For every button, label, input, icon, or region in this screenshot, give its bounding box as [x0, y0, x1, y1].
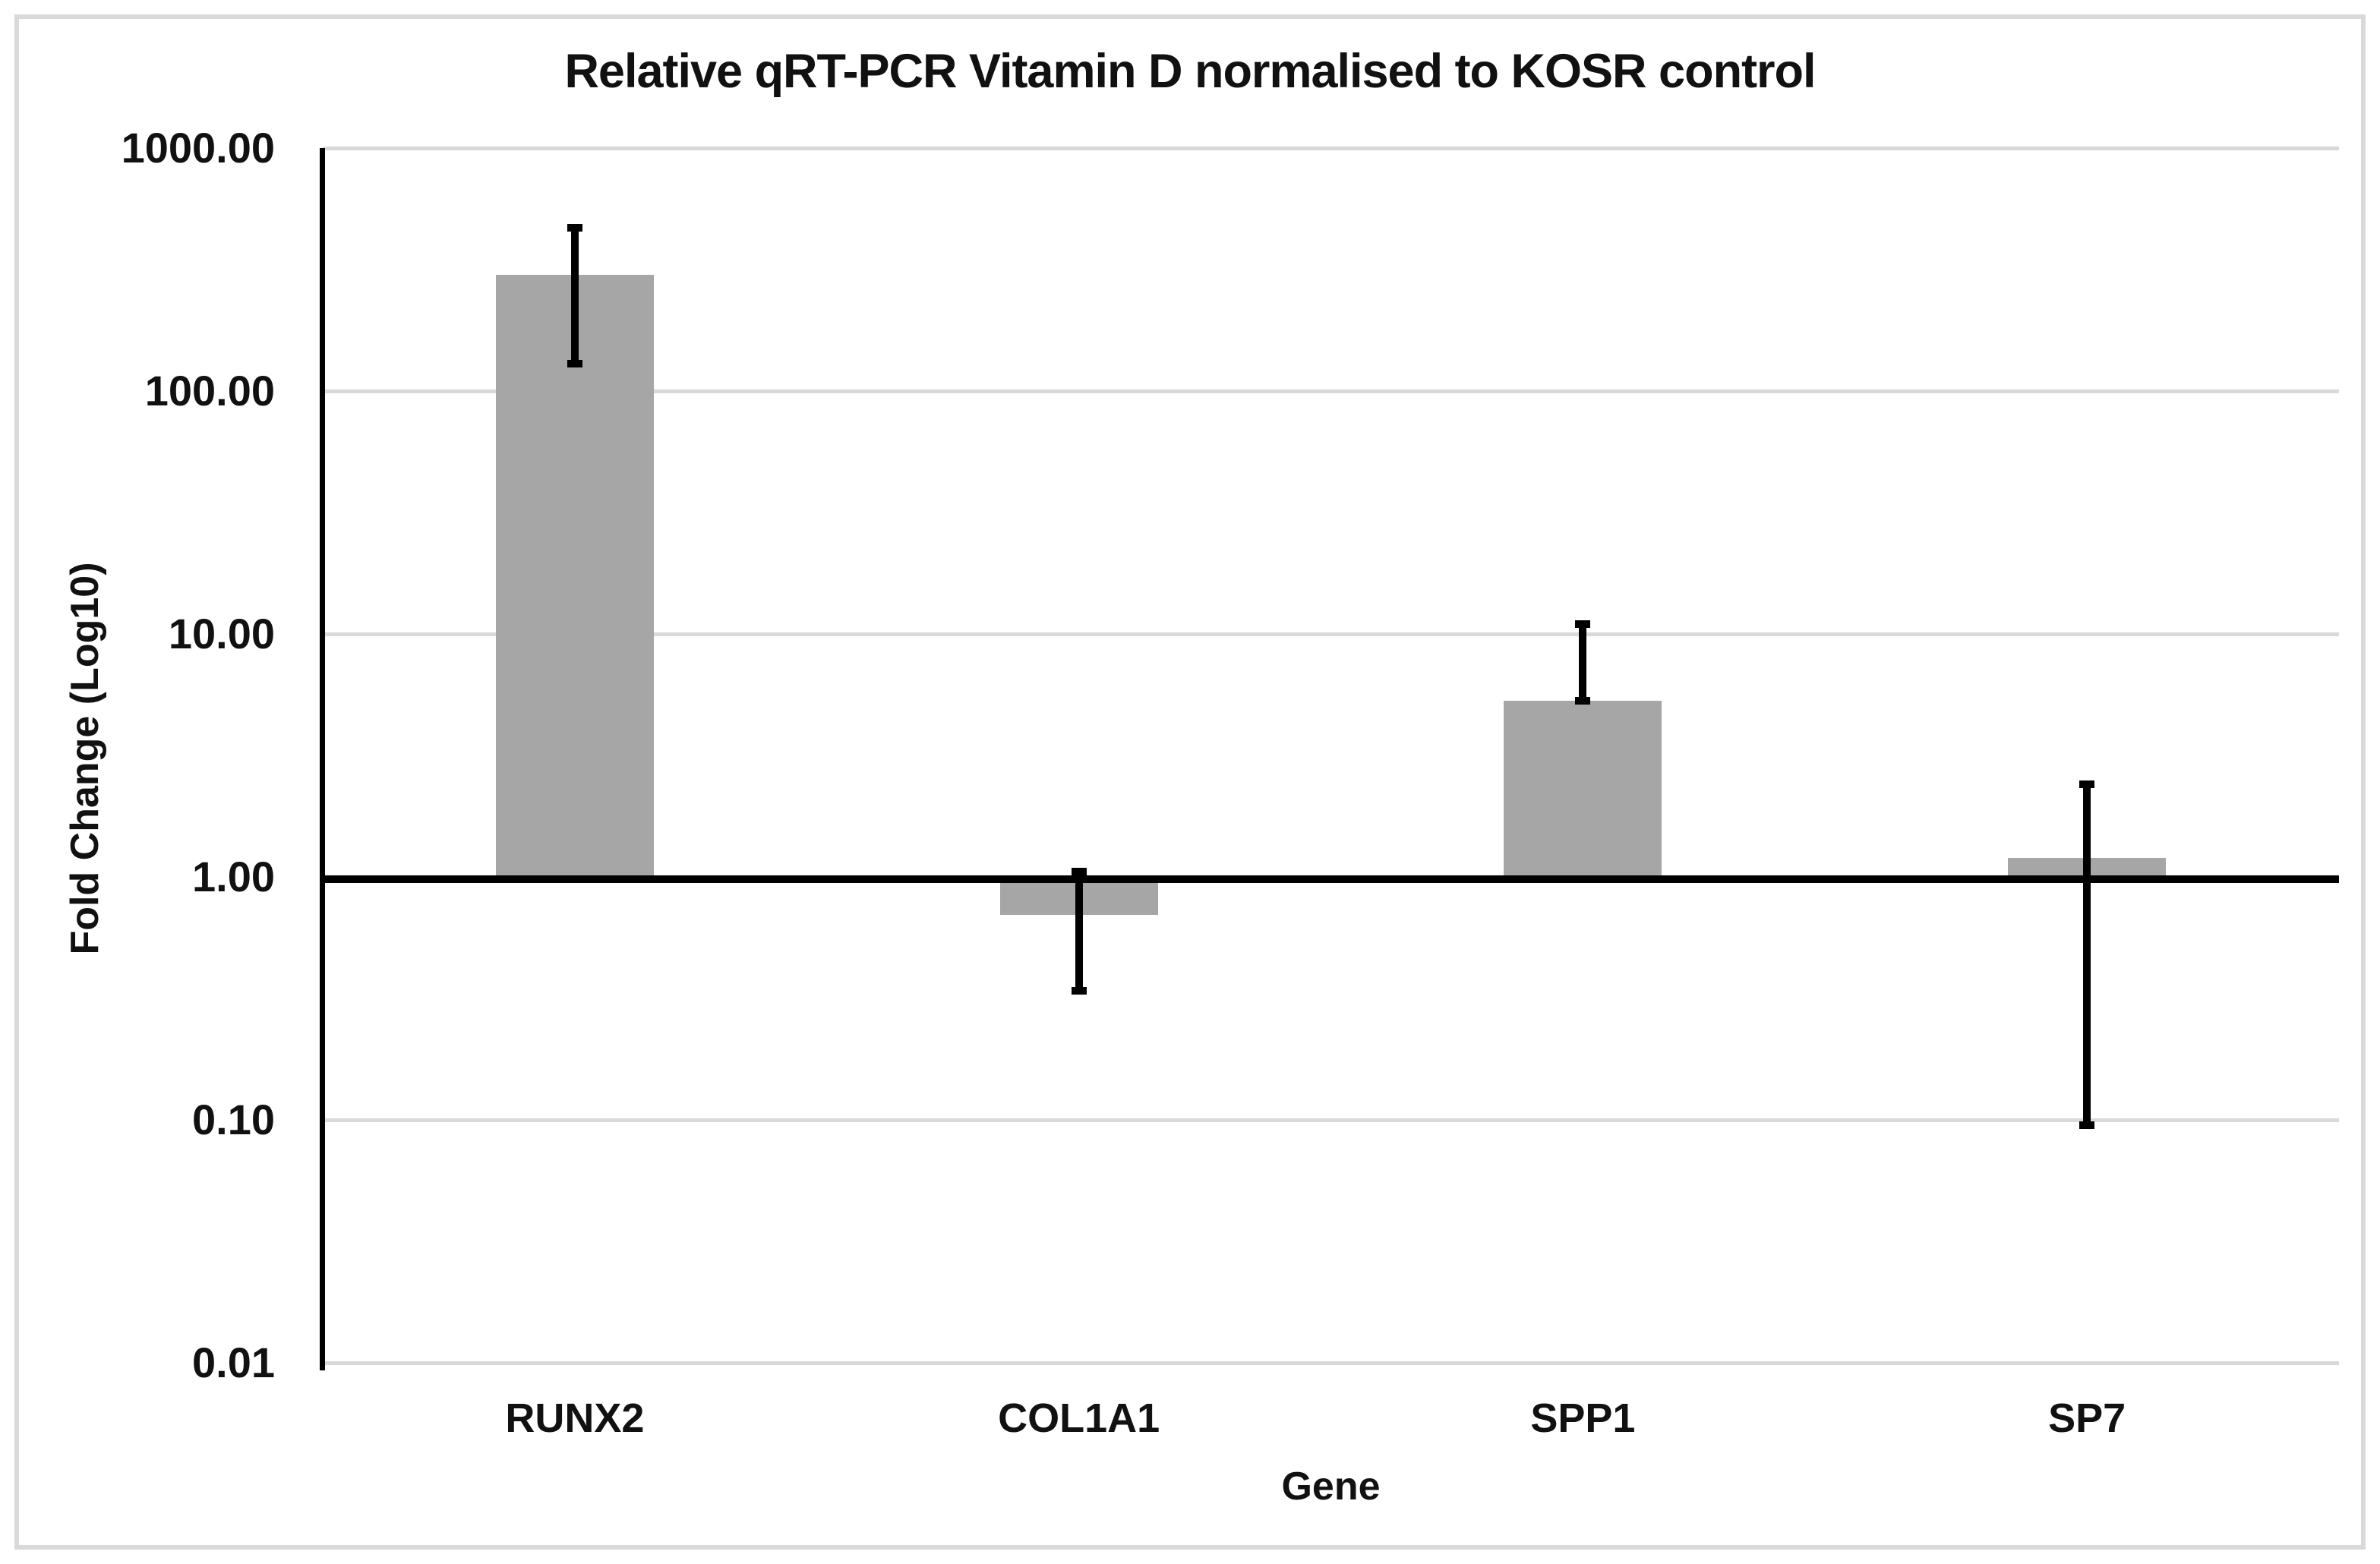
x-tick-label-COL1A1: COL1A1 — [998, 1395, 1160, 1441]
y-tick-label: 1.00 — [192, 853, 275, 900]
x-axis-title: Gene — [1281, 1465, 1381, 1509]
plot-area — [323, 147, 2339, 1365]
y-tick-label: 100.00 — [144, 367, 275, 415]
gridline-0.1 — [323, 1118, 2339, 1122]
error-cap-low-SP7 — [2079, 1121, 2095, 1130]
gridline-0.01 — [323, 1361, 2339, 1365]
y-tick-label: 1000.00 — [121, 124, 275, 172]
bar-RUNX2 — [495, 275, 654, 877]
y-axis-title: Fold Change (Log10) — [63, 562, 107, 955]
y-tick-label: 0.01 — [192, 1339, 275, 1386]
bar-SPP1 — [1504, 701, 1662, 877]
chart-border — [14, 14, 2366, 1550]
x-tick-label-SP7: SP7 — [2048, 1395, 2126, 1441]
error-cap-low-RUNX2 — [567, 359, 582, 367]
x-tick-label-SPP1: SPP1 — [1530, 1395, 1636, 1441]
gridline-100 — [323, 389, 2339, 393]
error-cap-high-RUNX2 — [567, 223, 582, 232]
gridline-1000 — [323, 147, 2339, 150]
error-cap-high-SPP1 — [1575, 620, 1591, 628]
x-tick-label-RUNX2: RUNX2 — [505, 1395, 645, 1441]
error-bar-RUNX2 — [570, 227, 579, 364]
gridline-10 — [323, 632, 2339, 636]
error-bar-SPP1 — [1579, 623, 1587, 702]
error-cap-low-SPP1 — [1575, 697, 1591, 705]
error-bar-SP7 — [2083, 784, 2091, 1126]
error-bar-COL1A1 — [1075, 872, 1083, 991]
error-cap-high-COL1A1 — [1071, 868, 1087, 876]
error-cap-high-SP7 — [2079, 780, 2095, 789]
error-cap-low-COL1A1 — [1071, 986, 1087, 995]
y-tick-label: 10.00 — [168, 610, 275, 657]
chart-title: Relative qRT-PCR Vitamin D normalised to… — [564, 45, 1816, 98]
y-tick-label: 0.10 — [192, 1096, 275, 1143]
baseline-1x — [323, 875, 2339, 883]
y-axis-line — [320, 148, 325, 1370]
